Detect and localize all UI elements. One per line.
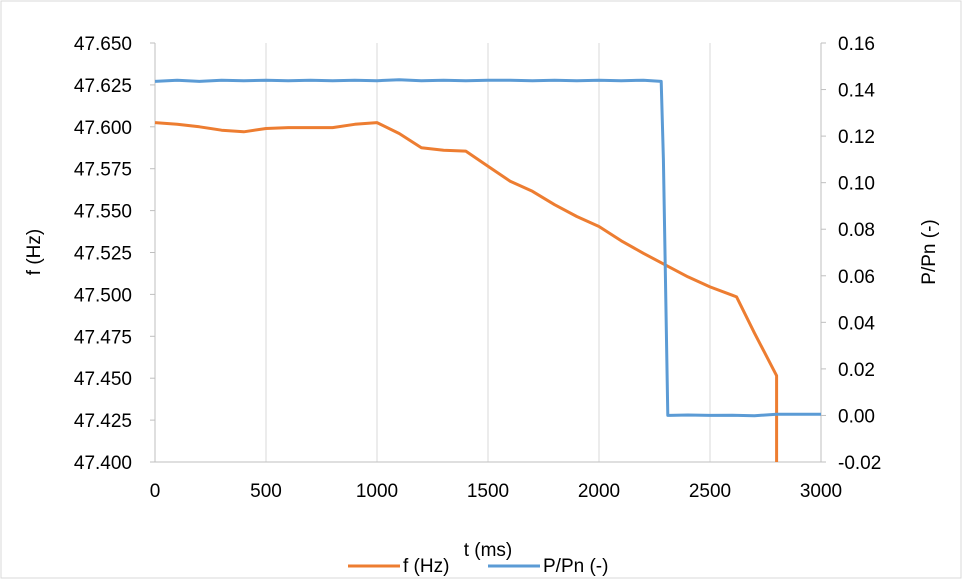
- y2-tick-label: 0.14: [838, 81, 875, 102]
- y2-tick-label: 0.08: [838, 220, 875, 241]
- y-tick-label: 47.450: [74, 369, 132, 390]
- series-line-frequency: [154, 121, 779, 462]
- legend-label-p: P/Pn (-): [543, 556, 608, 577]
- x-tick-label: 3000: [800, 481, 842, 502]
- y2-tick-label: 0.12: [838, 127, 875, 148]
- y2-tick-label: 0.06: [838, 267, 875, 288]
- y-tick-label: 47.575: [74, 160, 132, 181]
- y-tick-label: 47.600: [74, 118, 132, 139]
- y-tick-label: 47.650: [74, 34, 132, 55]
- y-tick-label: 47.425: [74, 411, 132, 432]
- y2-tick-label: 0.00: [838, 406, 875, 427]
- series-line-power: [154, 78, 821, 418]
- x-tick-label: 1000: [356, 481, 398, 502]
- y2-axis-title: P/Pn (-): [919, 219, 940, 284]
- y-tick-label: 47.475: [74, 327, 132, 348]
- y-axis-title: f (Hz): [24, 229, 45, 275]
- y2-tick-label: 0.10: [838, 174, 875, 195]
- y2-tick-label: 0.04: [838, 313, 875, 334]
- y2-tick-label: 0.02: [838, 360, 875, 381]
- x-tick-label: 0: [150, 481, 161, 502]
- legend-label-f: f (Hz): [403, 556, 449, 577]
- x-axis-title: t (ms): [464, 540, 513, 561]
- y2-tick-label: 0.16: [838, 34, 875, 55]
- x-tick-label: 500: [250, 481, 282, 502]
- y-tick-label: 47.625: [74, 76, 132, 97]
- y-tick-label: 47.525: [74, 244, 132, 265]
- x-tick-label: 2500: [689, 481, 731, 502]
- y2-tick-label: -0.02: [838, 453, 881, 474]
- y-tick-label: 47.400: [74, 453, 132, 474]
- x-tick-label: 1500: [467, 481, 509, 502]
- legend: f (Hz) P/Pn (-): [348, 556, 608, 577]
- y-tick-label: 47.500: [74, 285, 132, 306]
- y-tick-label: 47.550: [74, 202, 132, 223]
- x-tick-label: 2000: [578, 481, 620, 502]
